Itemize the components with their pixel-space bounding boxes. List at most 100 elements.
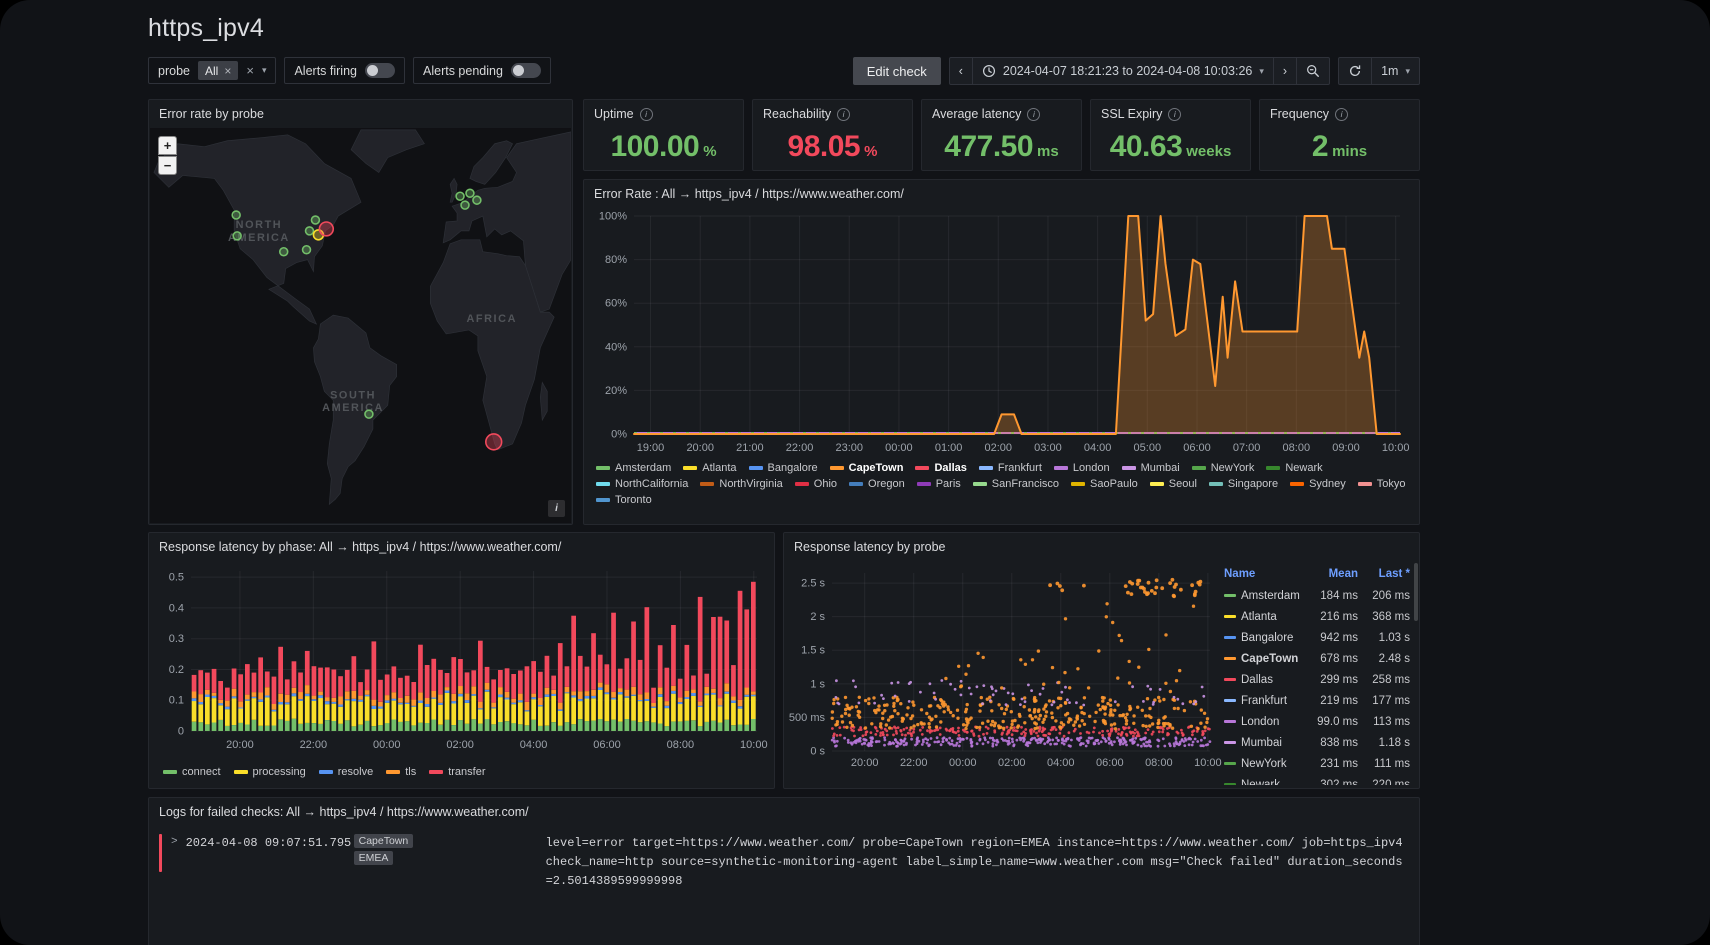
column-header-name[interactable]: Name (1224, 568, 1256, 580)
probe-filter[interactable]: probe All × × ▾ (148, 57, 277, 84)
probe-marker-Toronto[interactable] (310, 215, 321, 225)
legend-item-CapeTown[interactable]: CapeTown (829, 462, 903, 474)
latency-by-probe-chart[interactable]: 0 s 500 ms 1 s 1.5 s 2 s 2.5 s 20:00 22:00 00:00… (786, 561, 1222, 777)
probe-filter-value[interactable]: All × (197, 61, 239, 80)
refresh-interval-dropdown[interactable]: 1m ▾ (1371, 57, 1420, 85)
legend-item-Frankfurt[interactable]: Frankfurt (978, 462, 1042, 474)
table-row-London[interactable]: London 99.0 ms 113 ms (1224, 711, 1410, 732)
refresh-button[interactable] (1338, 57, 1373, 85)
info-icon[interactable]: i (639, 107, 653, 121)
map-zoom-out-button[interactable]: − (158, 156, 177, 175)
x-tick-label: 22:00 (786, 442, 814, 454)
y-tick-label: 60% (605, 298, 627, 310)
legend-item-Atlanta[interactable]: Atlanta (683, 462, 737, 474)
legend-item-Dallas[interactable]: Dallas (915, 462, 967, 474)
legend-item-Toronto[interactable]: Toronto (596, 494, 652, 506)
legend-item-NorthVirginia[interactable]: NorthVirginia (700, 478, 783, 490)
legend-item-Tokyo[interactable]: Tokyo (1357, 478, 1406, 490)
probe-marker-Frankfurt[interactable] (472, 195, 482, 205)
remove-value-icon[interactable]: × (224, 63, 232, 78)
time-range-picker[interactable]: 2024-04-07 18:21:23 to 2024-04-08 10:03:… (971, 57, 1274, 85)
expand-log-icon[interactable]: > (171, 836, 178, 848)
table-row-Mumbai[interactable]: Mumbai 838 ms 1.18 s (1224, 732, 1410, 753)
table-row-Bangalore[interactable]: Bangalore 942 ms 1.03 s (1224, 627, 1410, 648)
legend-item-processing[interactable]: processing (233, 766, 306, 778)
clear-filter-icon[interactable]: × (246, 63, 254, 78)
map-continents (153, 129, 571, 506)
legend-label: Dallas (934, 462, 967, 474)
probe-marker-Dallas[interactable] (278, 246, 289, 257)
legend-item-Ohio[interactable]: Ohio (794, 478, 837, 490)
legend-label: NorthVirginia (719, 478, 783, 490)
legend-swatch (915, 466, 930, 470)
probe-marker-Paris[interactable] (460, 200, 470, 210)
legend-item-Amsterdam[interactable]: Amsterdam (596, 462, 671, 474)
x-tick-label: 08:00 (667, 739, 695, 751)
probe-marker-Atlanta[interactable] (301, 244, 312, 255)
world-map[interactable]: NORTH AMERICA SOUTH AMERICA AFRICA + − i (150, 128, 571, 523)
legend-item-tls[interactable]: tls (386, 766, 416, 778)
table-row-Amsterdam[interactable]: Amsterdam 184 ms 206 ms (1224, 585, 1410, 606)
info-icon[interactable]: i (837, 107, 851, 121)
info-icon[interactable]: i (1335, 107, 1349, 121)
error-rate-chart[interactable]: 0% 20% 40% 60% 80% 100% 19:00 20:00 21:00 22:00 23… (594, 208, 1414, 458)
legend-item-NewYork[interactable]: NewYork (1191, 462, 1254, 474)
probe-marker-CapeTown[interactable] (485, 433, 503, 451)
legend-item-NorthCalifornia[interactable]: NorthCalifornia (596, 478, 688, 490)
legend-item-Seoul[interactable]: Seoul (1149, 478, 1197, 490)
probe-marker-Ohio[interactable] (304, 226, 315, 236)
legend-item-Bangalore[interactable]: Bangalore (748, 462, 818, 474)
alerts-pending-toggle[interactable] (510, 63, 541, 78)
legend-swatch (1149, 482, 1164, 486)
time-controls: Edit check ‹ 2024-04-07 18:21:23 to 2024… (852, 57, 1420, 85)
probe-name: CapeTown (1241, 652, 1299, 665)
x-tick-label: 19:00 (637, 442, 665, 454)
legend-item-Singapore[interactable]: Singapore (1208, 478, 1278, 490)
time-shift-back-button[interactable]: ‹ (948, 57, 973, 85)
probe-marker-Oregon[interactable] (231, 210, 241, 220)
y-tick-label: 1 s (810, 678, 825, 690)
legend-item-London[interactable]: London (1053, 462, 1110, 474)
world-map-canvas[interactable]: NORTH AMERICA SOUTH AMERICA AFRICA (150, 128, 571, 523)
table-row-Frankfurt[interactable]: Frankfurt 219 ms 177 ms (1224, 690, 1410, 711)
table-row-Newark[interactable]: Newark 302 ms 220 ms (1224, 774, 1410, 785)
legend-item-Paris[interactable]: Paris (916, 478, 961, 490)
table-row-Dallas[interactable]: Dallas 299 ms 258 ms (1224, 669, 1410, 690)
column-header-mean[interactable]: Mean (1328, 568, 1358, 580)
legend-item-resolve[interactable]: resolve (318, 766, 373, 778)
legend-item-Sydney[interactable]: Sydney (1290, 478, 1346, 490)
probe-marker-London[interactable] (455, 191, 465, 201)
edit-check-button[interactable]: Edit check (852, 57, 941, 85)
table-row-CapeTown[interactable]: CapeTown 678 ms 2.48 s (1224, 648, 1410, 669)
legend-item-Mumbai[interactable]: Mumbai (1121, 462, 1180, 474)
probe-marker-NorthCalifornia[interactable] (232, 231, 242, 241)
legend-item-Newark[interactable]: Newark (1266, 462, 1323, 474)
column-header-last[interactable]: Last * (1378, 568, 1410, 580)
probe-marker-Amsterdam[interactable] (465, 188, 475, 199)
mean-value: 302 ms (1320, 778, 1358, 786)
probe-marker-SaoPaulo[interactable] (364, 409, 374, 419)
panel-title: Response latency by probe (794, 540, 946, 554)
legend-item-connect[interactable]: connect (163, 766, 221, 778)
alerts-firing-toggle[interactable] (365, 63, 395, 78)
x-tick-label: 01:00 (935, 442, 963, 454)
probe-marker-NewYork[interactable] (318, 221, 335, 237)
time-zoom-out-button[interactable] (1296, 57, 1331, 85)
legend-item-Oregon[interactable]: Oregon (849, 478, 905, 490)
table-scrollbar[interactable] (1414, 563, 1418, 621)
legend-item-transfer[interactable]: transfer (429, 766, 486, 778)
legend-item-SaoPaulo[interactable]: SaoPaulo (1071, 478, 1138, 490)
info-icon[interactable]: i (1168, 107, 1182, 121)
latency-by-phase-chart[interactable]: 0 0.1 0.2 0.3 0.4 0.5 20:00 22:00 00:00 02:00 04:0… (157, 561, 772, 763)
last-value: 177 ms (1372, 694, 1410, 707)
legend-swatch (596, 498, 610, 502)
info-icon[interactable]: i (1027, 107, 1041, 121)
chevron-down-icon[interactable]: ▾ (261, 65, 267, 75)
table-row-NewYork[interactable]: NewYork 231 ms 111 ms (1224, 753, 1410, 774)
table-row-Atlanta[interactable]: Atlanta 216 ms 368 ms (1224, 606, 1410, 627)
map-attribution-button[interactable]: i (548, 500, 565, 517)
map-zoom-in-button[interactable]: + (158, 136, 177, 155)
time-shift-forward-button[interactable]: › (1272, 57, 1298, 85)
log-row[interactable]: > 2024-04-08 09:07:51.795 CapeTown EMEA l… (159, 834, 1409, 892)
legend-item-SanFrancisco[interactable]: SanFrancisco (972, 478, 1059, 490)
